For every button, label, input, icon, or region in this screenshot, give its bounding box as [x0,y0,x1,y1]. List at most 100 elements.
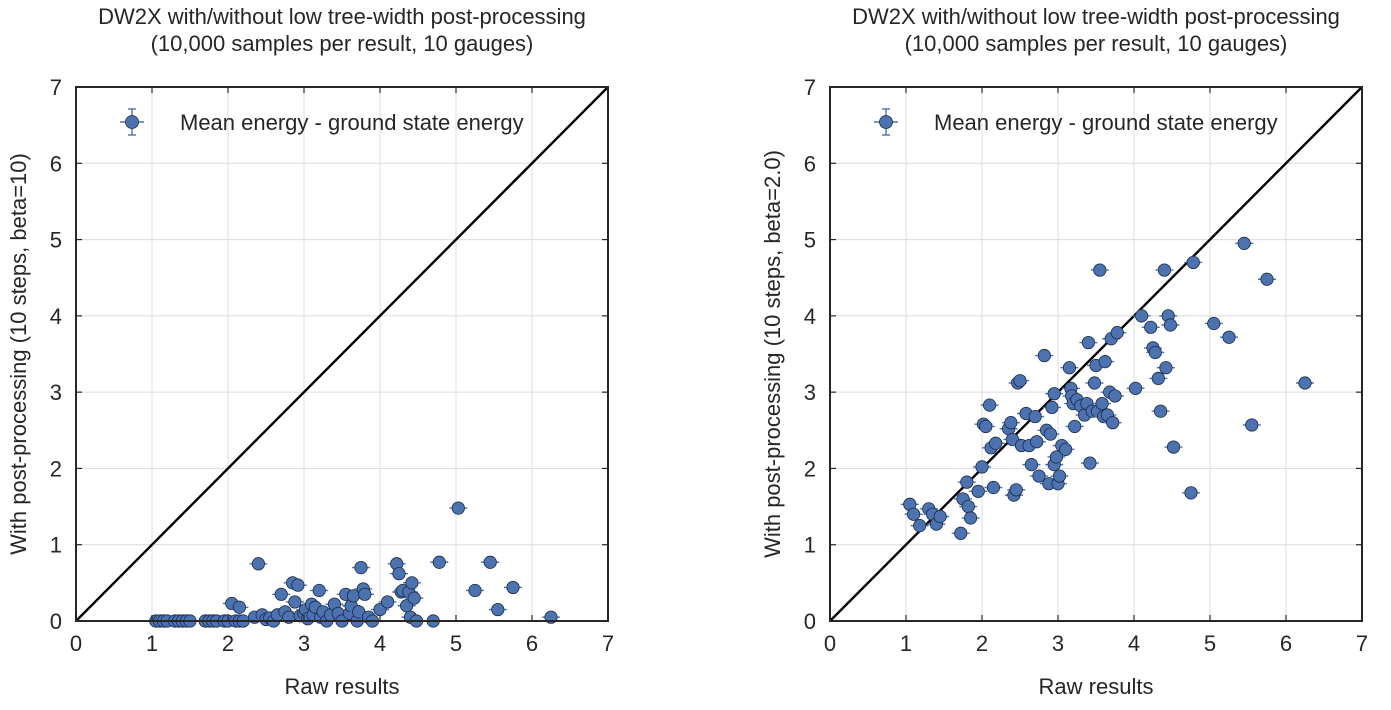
x-tick-label: 5 [1204,631,1216,656]
x-tick-label: 6 [526,631,538,656]
data-point [1095,396,1109,411]
data-point [491,602,505,617]
data-point [906,507,921,521]
y-tick-label: 6 [804,151,816,176]
y-axis-label: With post-processing (10 steps, beta=2.0… [760,150,785,558]
data-point [1087,376,1102,390]
x-tick-label: 2 [222,631,234,656]
x-tick-label: 1 [900,631,912,656]
data-point [1030,435,1044,449]
data-point [1163,318,1178,332]
y-tick-label: 5 [804,228,816,253]
x-axis-label: Raw results [285,674,400,699]
reference-line-y-equals-x [829,86,1363,622]
data-point [1009,483,1023,497]
data-point [451,501,465,515]
legend-label: Mean energy - ground state energy [934,110,1278,135]
data-point [1237,236,1251,250]
x-tick-label: 3 [298,631,310,656]
y-tick-label: 4 [804,304,816,329]
y-tick-label: 2 [50,456,62,481]
data-point [989,436,1003,450]
data-point [1059,442,1073,456]
x-tick-label: 1 [146,631,158,656]
data-point [506,580,520,595]
y-tick-label: 3 [804,380,816,405]
data-point [1013,374,1027,388]
y-tick-label: 4 [50,304,62,329]
data-point [1004,416,1018,430]
x-axis-label: Raw results [1039,674,1154,699]
data-point [232,600,246,614]
data-point [1298,376,1312,390]
data-point [1184,486,1198,500]
data-point [1093,263,1107,277]
data-point [432,555,446,569]
data-point [971,484,985,498]
data-point [979,419,993,434]
x-tick-label: 3 [1052,631,1064,656]
x-tick-label: 0 [70,631,82,656]
data-point [407,591,421,605]
y-tick-label: 7 [50,75,62,100]
y-axis-label: With post-processing (10 steps, beta=10) [6,153,31,555]
y-tick-label: 3 [50,380,62,405]
x-tick-label: 2 [976,631,988,656]
data-point [1083,456,1097,470]
data-point [1166,440,1181,454]
plot-frame [829,86,1363,622]
chart-title: DW2X with/without low tree-width post-pr… [98,4,586,29]
plot-frame [75,86,609,622]
data-point [1062,361,1077,375]
data-point [933,509,947,524]
data-point [963,511,978,525]
data-point [1081,335,1096,350]
data-point [1154,404,1168,418]
y-tick-label: 7 [804,75,816,100]
data-point [483,555,497,569]
x-tick-label: 4 [374,631,386,656]
chart-panel-2: DW2X with/without low tree-width post-pr… [760,4,1368,699]
x-tick-label: 7 [1356,631,1368,656]
x-tick-label: 6 [1280,631,1292,656]
y-tick-label: 0 [50,609,62,634]
data-series [146,501,560,628]
data-point [1159,361,1173,375]
data-point [392,567,406,581]
data-point [291,578,305,592]
data-point [380,595,395,609]
data-point [1049,450,1064,464]
data-point [1222,330,1236,344]
data-point [954,526,968,540]
data-point [1108,389,1122,403]
data-series [900,236,1314,540]
y-tick-label: 0 [804,609,816,634]
data-point [1106,416,1120,430]
data-point [1260,272,1274,286]
data-point [1098,355,1112,369]
data-point [358,587,372,601]
y-tick-label: 1 [804,533,816,558]
data-point [1144,320,1158,334]
data-point [1207,316,1221,331]
data-point [1128,381,1143,395]
data-point [982,398,997,412]
data-point [1045,400,1059,414]
data-point [913,519,927,533]
y-tick-label: 1 [50,533,62,558]
data-point [1186,255,1200,270]
data-point [961,499,975,514]
x-tick-label: 5 [450,631,462,656]
x-tick-label: 4 [1128,631,1140,656]
data-point [1148,345,1162,360]
data-point [1024,458,1039,472]
legend: Mean energy - ground state energy [874,108,1278,136]
chart-subtitle: (10,000 samples per result, 10 gauges) [151,31,534,56]
y-tick-label: 2 [804,456,816,481]
data-point [251,557,265,571]
data-point [468,583,482,598]
data-point [1032,469,1046,483]
data-point [312,583,326,598]
legend: Mean energy - ground state energy [120,108,524,136]
